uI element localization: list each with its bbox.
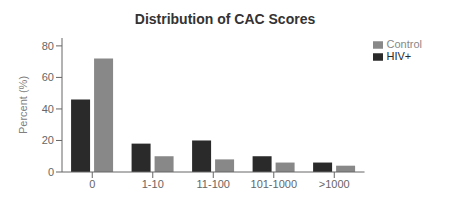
svg-text:0: 0 (89, 178, 95, 190)
svg-text:>1000: >1000 (319, 178, 350, 190)
svg-text:40: 40 (42, 103, 54, 115)
html-text:Distribution of CAC Scores: Distribution of CAC Scores (134, 11, 316, 27)
svg-text:101-1000: 101-1000 (251, 178, 298, 190)
svg-text:0: 0 (48, 166, 54, 178)
svg-text:80: 80 (42, 40, 54, 52)
svg-text:20: 20 (42, 134, 54, 146)
svg-text:Percent (%): Percent (%) (17, 76, 29, 134)
html-text:Control: Control (386, 38, 422, 50)
html-text:HIV+: HIV+ (386, 50, 412, 63)
svg-text:11-100: 11-100 (197, 178, 230, 190)
svg-text:60: 60 (42, 71, 54, 83)
svg-text:1-10: 1-10 (142, 178, 164, 190)
